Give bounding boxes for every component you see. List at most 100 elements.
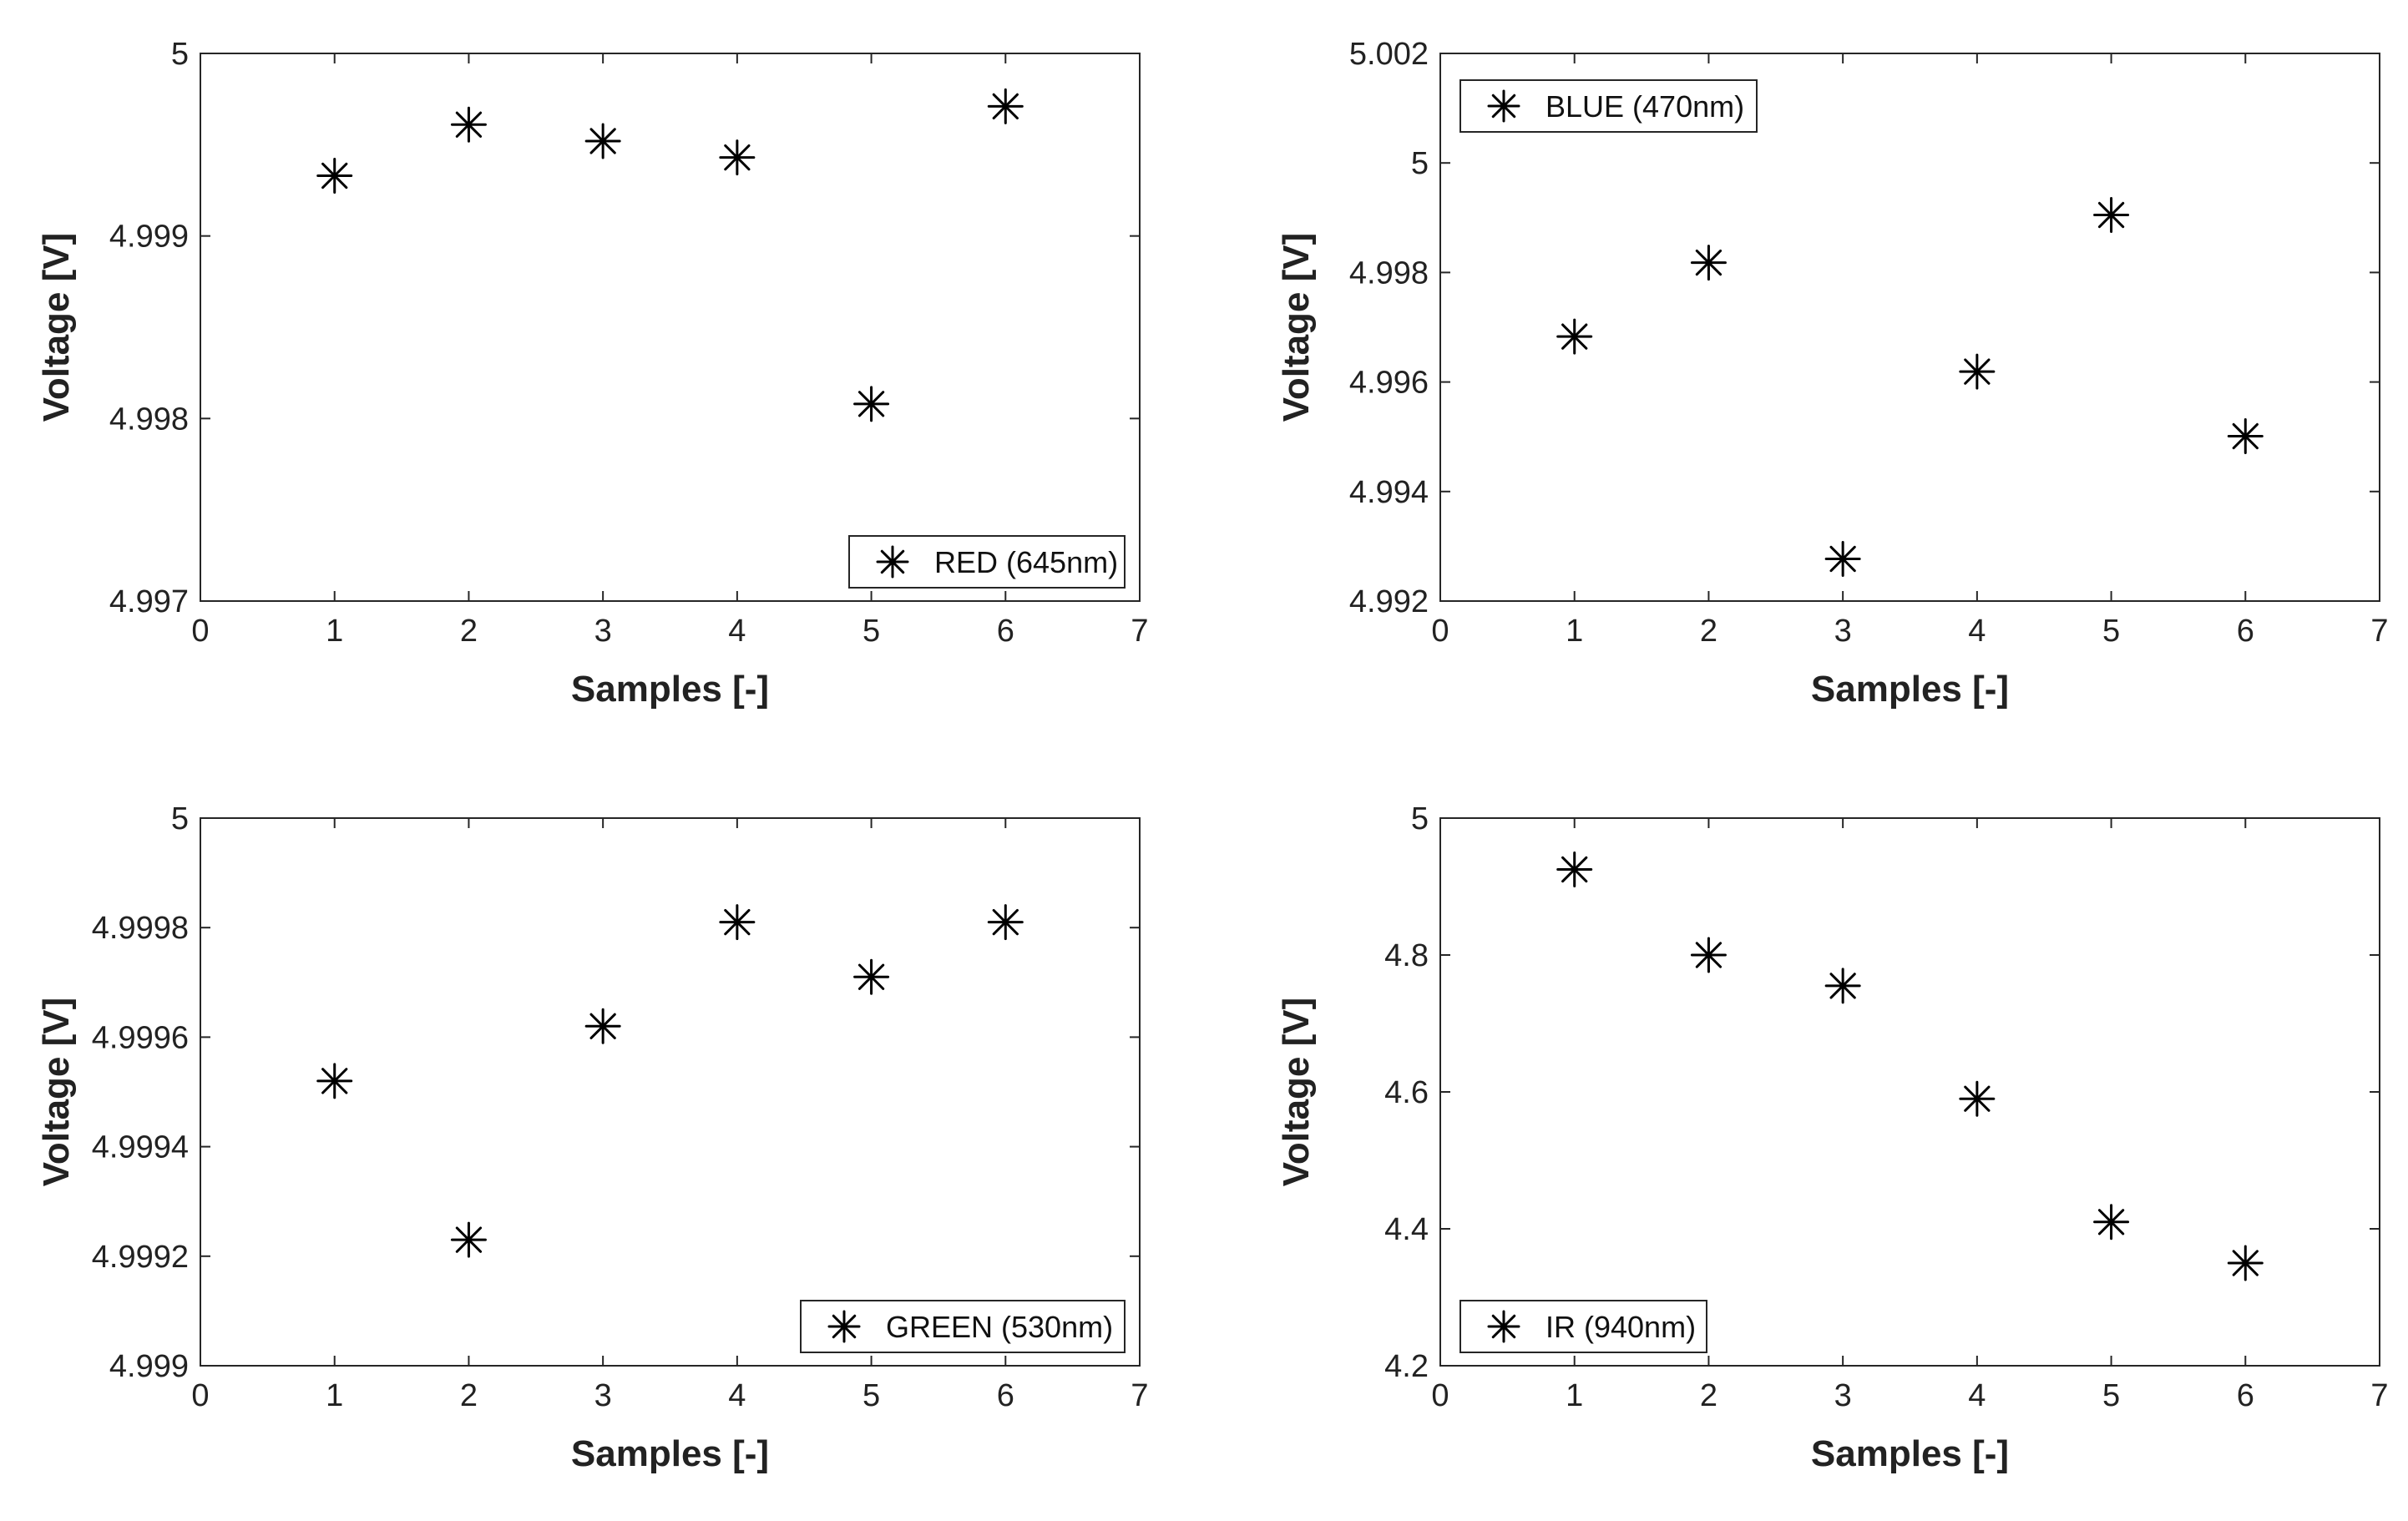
plot-area-frame xyxy=(1439,53,2380,602)
data-point xyxy=(316,158,353,195)
x-tick-label: 6 xyxy=(2237,1378,2254,1413)
data-point-stroke xyxy=(992,908,1019,936)
data-point-stroke xyxy=(1964,358,1991,385)
y-tick-label: 4.9992 xyxy=(92,1240,189,1275)
data-point xyxy=(2227,418,2264,455)
data-point xyxy=(584,1008,621,1044)
x-tick-label: 1 xyxy=(326,614,343,649)
x-tick-label: 7 xyxy=(1131,614,1148,649)
y-tick-label: 4.9998 xyxy=(92,911,189,946)
y-tick-label: 5 xyxy=(171,37,189,72)
legend-marker-icon xyxy=(1487,89,1520,123)
y-tick-label: 4.992 xyxy=(1349,584,1429,619)
x-tick-label: 3 xyxy=(594,1378,612,1413)
data-point xyxy=(1690,245,1727,281)
data-point xyxy=(987,904,1024,941)
x-axis-label: Samples [-] xyxy=(1811,1433,2009,1474)
y-axis-label: Voltage [V] xyxy=(1276,233,1317,422)
legend: RED (645nm) xyxy=(848,535,1126,589)
y-tick-label: 4.8 xyxy=(1384,938,1429,973)
x-tick-label: 5 xyxy=(2102,614,2120,649)
x-tick-label: 4 xyxy=(1968,614,1986,649)
legend-label: IR (940nm) xyxy=(1545,1310,1696,1344)
data-point-stroke xyxy=(321,1068,348,1094)
data-point-stroke xyxy=(1561,323,1588,350)
x-tick-label: 1 xyxy=(1566,614,1583,649)
data-point xyxy=(719,139,756,176)
x-tick-label: 1 xyxy=(326,1378,343,1413)
y-tick-label: 4.9996 xyxy=(92,1020,189,1055)
x-tick-label: 4 xyxy=(1968,1378,1986,1413)
data-point xyxy=(987,88,1024,124)
data-point-stroke xyxy=(455,111,483,138)
data-point-stroke xyxy=(992,93,1019,120)
data-point-stroke xyxy=(321,162,348,189)
x-tick-label: 2 xyxy=(460,614,478,649)
x-tick-label: 3 xyxy=(594,614,612,649)
legend: IR (940nm) xyxy=(1459,1300,1707,1353)
x-axis-label: Samples [-] xyxy=(571,1433,769,1474)
legend-marker-icon-stroke xyxy=(880,549,905,574)
data-point xyxy=(1690,937,1727,973)
chart-panel-3: 0 1 2 3 4 5 6 7 4.999 4.9992 4.9994 4.9996 4.9998 5 Sa… xyxy=(36,801,1149,1474)
y-tick-label: 4.997 xyxy=(109,584,189,619)
x-tick-label: 6 xyxy=(997,614,1014,649)
x-tick-label: 3 xyxy=(1834,1378,1852,1413)
x-tick-label: 6 xyxy=(2237,614,2254,649)
y-tick-label: 4.996 xyxy=(1349,366,1429,401)
y-tick-label: 4.6 xyxy=(1384,1075,1429,1110)
data-point xyxy=(853,386,890,422)
x-tick-label: 3 xyxy=(1834,614,1852,649)
data-point xyxy=(1959,1080,1996,1117)
x-tick-label: 5 xyxy=(863,1378,880,1413)
x-tick-label: 6 xyxy=(997,1378,1014,1413)
chart-panel-4: 0 1 2 3 4 5 6 7 4.2 4.4 4.6 4.8 5 Samples [-] Voltage … xyxy=(1276,801,2389,1474)
data-point xyxy=(1556,318,1593,355)
y-tick-label: 5 xyxy=(1411,146,1429,181)
data-point-stroke xyxy=(589,1013,616,1039)
data-point-stroke xyxy=(857,391,885,417)
data-point xyxy=(1556,851,1593,887)
x-tick-label: 2 xyxy=(1700,614,1717,649)
y-tick-label: 4.999 xyxy=(109,220,189,255)
data-point-stroke xyxy=(1829,545,1856,573)
legend-marker-icon xyxy=(1487,1310,1520,1343)
data-point xyxy=(450,106,487,143)
data-point xyxy=(316,1063,353,1099)
y-tick-label: 5.002 xyxy=(1349,37,1429,72)
x-tick-label: 0 xyxy=(191,614,209,649)
y-tick-label: 5 xyxy=(1411,801,1429,836)
y-axis-label: Voltage [V] xyxy=(36,998,77,1187)
data-point xyxy=(1824,540,1861,577)
y-tick-label: 4.9994 xyxy=(92,1130,189,1165)
plot-area-frame xyxy=(1439,817,2380,1367)
x-tick-label: 7 xyxy=(2370,614,2388,649)
data-point xyxy=(1824,968,1861,1004)
x-axis-label: Samples [-] xyxy=(571,669,769,710)
y-tick-label: 4.999 xyxy=(109,1349,189,1384)
x-tick-label: 2 xyxy=(460,1378,478,1413)
legend-marker-icon-stroke xyxy=(832,1314,857,1339)
y-tick-label: 4.998 xyxy=(1349,255,1429,291)
legend-label: RED (645nm) xyxy=(934,545,1118,579)
data-point-stroke xyxy=(1695,942,1723,968)
legend-label: BLUE (470nm) xyxy=(1545,89,1744,124)
x-tick-label: 4 xyxy=(728,614,746,649)
x-tick-label: 0 xyxy=(1431,1378,1449,1413)
data-point-stroke xyxy=(1561,856,1588,883)
data-point-stroke xyxy=(1695,249,1723,276)
data-point xyxy=(1959,353,1996,390)
x-tick-label: 0 xyxy=(191,1378,209,1413)
data-point xyxy=(719,904,756,941)
x-tick-label: 7 xyxy=(1131,1378,1148,1413)
data-point xyxy=(2093,197,2130,234)
data-point-stroke xyxy=(589,128,616,154)
y-tick-label: 5 xyxy=(171,801,189,836)
chart-panel-2: 0 1 2 3 4 5 6 7 4.992 4.994 4.996 4.998 5 5.002 Sample… xyxy=(1276,37,2389,710)
x-axis-label: Samples [-] xyxy=(1811,669,2009,710)
legend-marker-icon xyxy=(827,1310,861,1343)
data-point-stroke xyxy=(2232,422,2259,450)
legend: GREEN (530nm) xyxy=(800,1300,1126,1353)
plot-area-frame xyxy=(200,53,1141,602)
data-point-stroke xyxy=(724,144,751,171)
